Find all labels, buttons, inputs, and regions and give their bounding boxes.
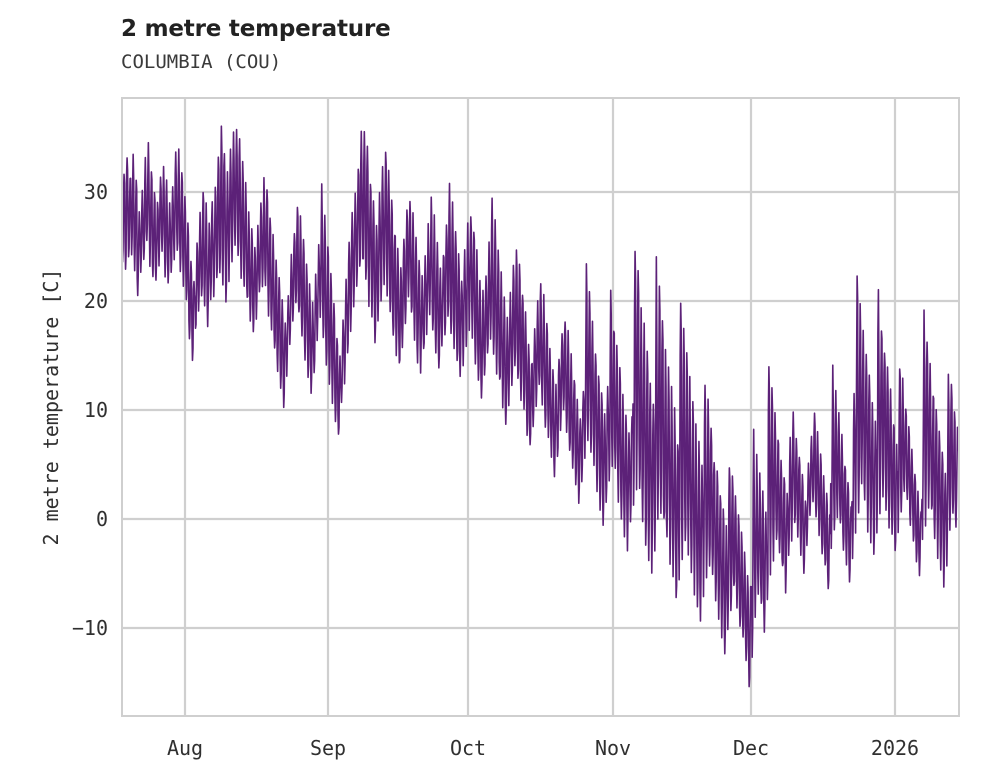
x-tick-label: Sep: [309, 736, 347, 760]
x-tick-label: Dec: [732, 736, 770, 760]
y-tick-label: 0: [95, 507, 108, 531]
temperature-series: [123, 99, 958, 715]
y-tick-label: 10: [83, 398, 108, 422]
y-tick-label: 20: [83, 289, 108, 313]
chart-subtitle: COLUMBIA (COU): [121, 51, 282, 73]
x-tick-label: Aug: [166, 736, 204, 760]
y-tick-label: 30: [83, 180, 108, 204]
x-tick-label: Oct: [449, 736, 487, 760]
temperature-line: [123, 126, 958, 686]
x-axis-tick-labels: Aug Sep Oct Nov Dec 2026: [0, 736, 981, 776]
plot-area: [121, 97, 960, 717]
y-tick-label: −10: [71, 616, 108, 640]
page-title: 2 metre temperature: [121, 16, 391, 42]
x-tick-label: Nov: [594, 736, 632, 760]
x-tick-label: 2026: [870, 736, 920, 760]
y-axis-tick-labels: 30 20 10 0 −10: [0, 0, 108, 782]
